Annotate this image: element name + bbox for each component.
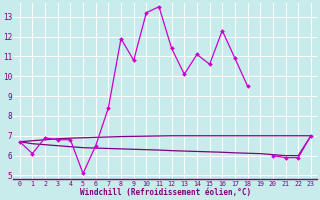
X-axis label: Windchill (Refroidissement éolien,°C): Windchill (Refroidissement éolien,°C) — [80, 188, 251, 197]
